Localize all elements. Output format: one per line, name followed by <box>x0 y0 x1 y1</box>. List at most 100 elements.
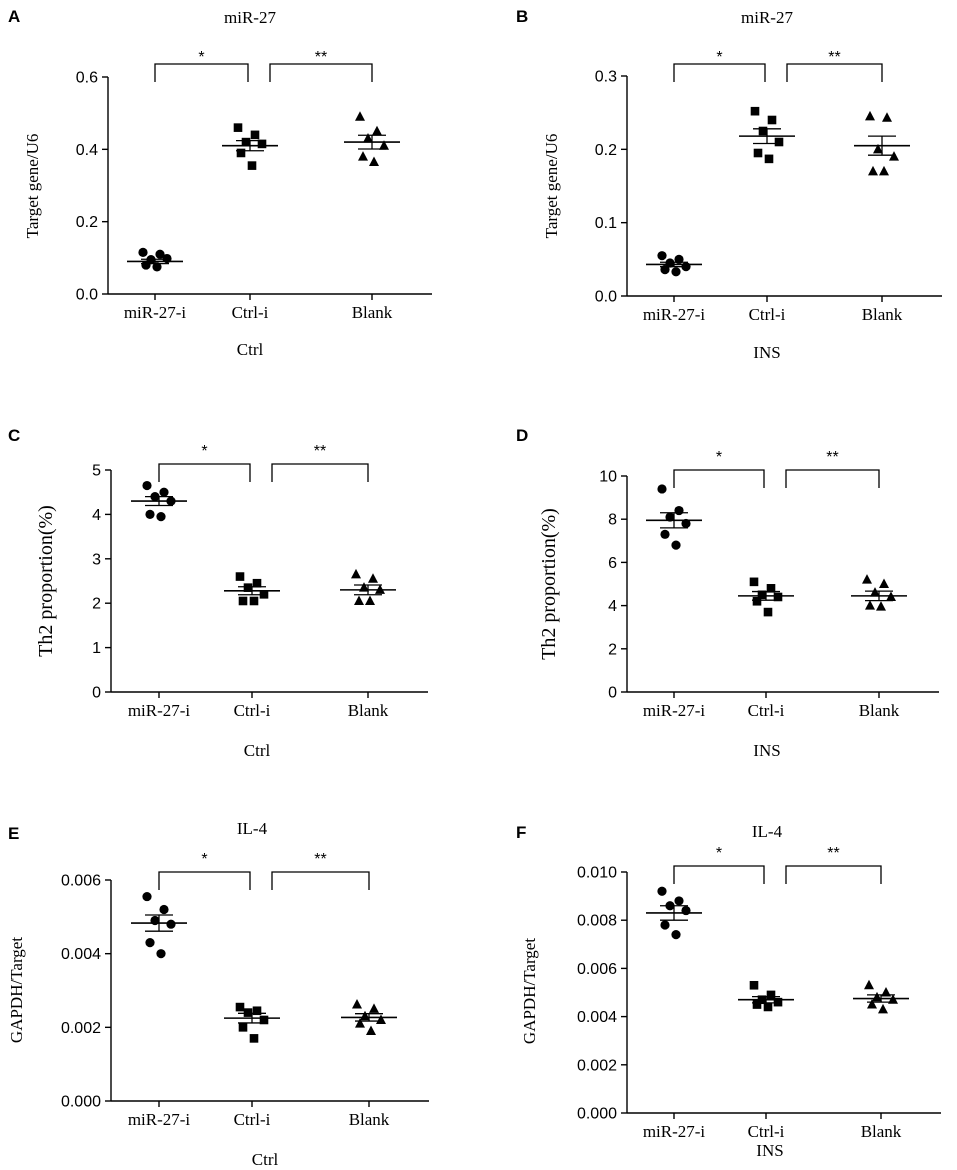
chart-panel-c: C 0 1 2 3 4 5 miR-27-i Ctrl-i Blank Ctrl Th2 propor… <box>8 426 428 760</box>
x-category-label: miR-27-i <box>643 701 706 720</box>
triangle-marker <box>368 573 378 583</box>
x-category-label: Ctrl-i <box>234 701 271 720</box>
panel-letter: C <box>8 426 20 445</box>
circle-marker <box>156 949 166 959</box>
triangle-marker <box>870 587 880 597</box>
series-blank <box>344 111 400 166</box>
triangle-marker <box>867 999 877 1009</box>
circle-marker <box>665 512 675 522</box>
circle-marker <box>159 487 169 497</box>
y-tick-label: 0.002 <box>577 1057 617 1074</box>
triangle-marker <box>881 987 891 997</box>
series-ctrl-i <box>738 980 794 1012</box>
y-axis-label: Th2 proportion(%) <box>35 505 57 657</box>
significance-bracket <box>269 63 373 82</box>
square-marker <box>758 126 768 136</box>
series-ctrl-i <box>738 577 794 617</box>
series-ctrl-i <box>739 106 795 164</box>
square-marker <box>259 1015 269 1025</box>
triangle-marker <box>865 600 875 610</box>
x-axis-label: Ctrl <box>237 340 264 359</box>
triangle-marker <box>873 143 883 154</box>
y-axis-label: GAPDH/Target <box>7 937 26 1043</box>
triangle-marker <box>365 595 375 605</box>
triangle-marker <box>355 111 365 121</box>
significance-bracket <box>673 865 765 884</box>
triangle-marker <box>358 151 368 161</box>
x-category-label: miR-27-i <box>128 701 191 720</box>
circle-marker <box>142 480 152 491</box>
significance-bracket <box>271 871 370 890</box>
significance-bracket <box>673 469 765 488</box>
x-category-label: Blank <box>349 1110 390 1129</box>
square-marker <box>752 596 762 606</box>
panel-letter: F <box>516 823 526 842</box>
triangle-marker <box>379 140 389 150</box>
circle-marker <box>141 260 151 270</box>
panel-title: IL-4 <box>237 819 268 838</box>
square-marker <box>241 137 251 147</box>
square-marker <box>233 123 243 132</box>
series-ctrl-i <box>224 1002 280 1043</box>
circle-marker <box>156 512 166 522</box>
circle-marker <box>660 529 670 539</box>
circle-marker <box>657 251 667 261</box>
series-mir-27-i <box>127 247 183 272</box>
y-tick-label: 0.4 <box>76 142 98 159</box>
square-marker <box>249 1034 259 1043</box>
x-category-label: Blank <box>859 701 900 720</box>
square-marker <box>236 148 246 158</box>
circle-marker <box>142 891 152 902</box>
panel-title: miR-27 <box>224 8 276 27</box>
series-mir-27-i <box>646 886 702 940</box>
square-marker <box>252 578 262 588</box>
y-tick-label: 0.2 <box>595 142 617 159</box>
significance-label: * <box>198 49 204 66</box>
panel-letter: B <box>516 7 528 26</box>
y-axis-label: Target gene/U6 <box>542 134 561 239</box>
square-marker <box>749 577 759 587</box>
y-tick-label: 0.008 <box>577 913 617 930</box>
triangle-marker <box>352 998 362 1009</box>
x-category-label: Ctrl-i <box>234 1110 271 1129</box>
square-marker <box>252 1006 262 1016</box>
square-marker <box>235 1002 245 1012</box>
triangle-marker <box>878 1003 888 1014</box>
significance-bracket <box>158 871 251 890</box>
triangle-marker <box>889 151 899 161</box>
y-tick-label: 0 <box>92 685 101 702</box>
triangle-marker <box>355 1018 365 1028</box>
x-category-label: Blank <box>861 1122 902 1141</box>
square-marker <box>757 590 767 600</box>
series-mir-27-i <box>646 251 702 277</box>
circle-marker <box>166 919 176 929</box>
square-marker <box>249 596 259 606</box>
significance-label: * <box>716 845 722 862</box>
significance-label: * <box>201 443 207 460</box>
circle-marker <box>159 904 169 915</box>
y-tick-label: 1 <box>92 640 101 657</box>
triangle-marker <box>864 979 874 990</box>
y-tick-label: 5 <box>92 463 101 480</box>
panel-title: miR-27 <box>741 8 793 27</box>
square-marker <box>235 572 245 581</box>
circle-marker <box>665 258 675 268</box>
circle-marker <box>671 540 681 550</box>
x-category-label: miR-27-i <box>643 1122 706 1141</box>
significance-label: ** <box>828 49 840 66</box>
x-category-label: Blank <box>862 305 903 324</box>
y-axis-label: Target gene/U6 <box>23 134 42 239</box>
x-category-label: miR-27-i <box>128 1110 191 1129</box>
y-tick-label: 0.6 <box>76 70 98 87</box>
square-marker <box>238 1023 248 1032</box>
y-tick-label: 8 <box>608 512 617 529</box>
triangle-marker <box>862 574 872 584</box>
x-axis-label: INS <box>753 343 780 362</box>
square-marker <box>243 1008 253 1017</box>
square-marker <box>764 154 774 164</box>
series-ctrl-i <box>222 123 278 170</box>
y-tick-label: 0.010 <box>577 865 617 882</box>
square-marker <box>750 106 760 116</box>
y-tick-label: 0.0 <box>595 289 617 306</box>
significance-label: * <box>201 851 207 868</box>
